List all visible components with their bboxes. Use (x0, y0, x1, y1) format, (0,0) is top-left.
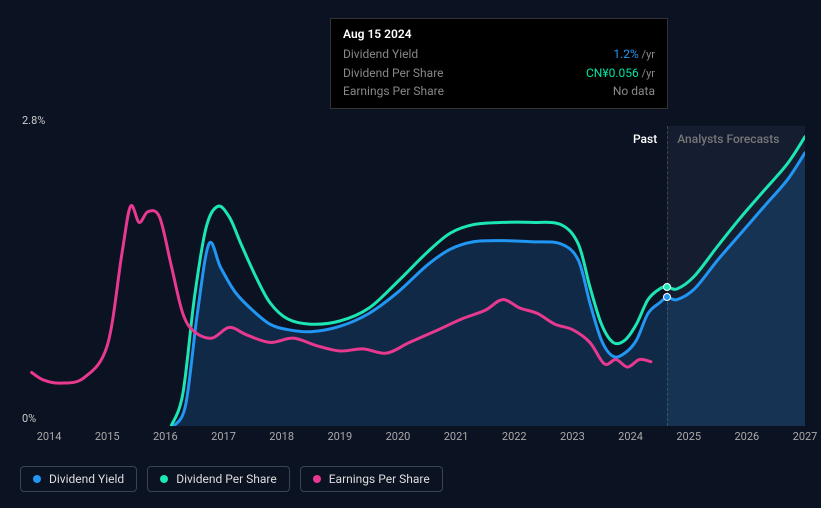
chart-area: 2.8% 0% Past Analysts Forecasts (20, 108, 805, 428)
dividend_yield-marker (663, 293, 671, 301)
x-tick: 2024 (618, 430, 643, 443)
legend-item-label: Dividend Per Share (176, 472, 277, 486)
x-tick: 2025 (676, 430, 701, 443)
dividend_per_share-marker (663, 283, 671, 291)
tooltip-row-value: 1.2% /yr (613, 45, 655, 64)
tooltip-row-label: Dividend Per Share (343, 64, 444, 83)
legend-dot-icon (33, 475, 41, 483)
legend-item-dividend-yield[interactable]: Dividend Yield (20, 466, 137, 492)
x-tick: 2015 (95, 430, 120, 443)
x-axis: 2014 2015 2016 2017 2018 2019 2020 2021 2022 2023… (20, 430, 805, 450)
x-tick: 2027 (793, 430, 818, 443)
legend-item-label: Dividend Yield (49, 472, 124, 486)
tooltip-date: Aug 15 2024 (343, 27, 655, 41)
legend-item-earnings-per-share[interactable]: Earnings Per Share (300, 466, 443, 492)
x-tick: 2021 (444, 430, 469, 443)
legend-dot-icon (313, 475, 321, 483)
legend-item-label: Earnings Per Share (329, 472, 430, 486)
legend-item-dividend-per-share[interactable]: Dividend Per Share (147, 466, 290, 492)
x-tick: 2017 (211, 430, 236, 443)
tooltip-row-label: Earnings Per Share (343, 82, 444, 100)
dividend_yield-area (174, 153, 805, 426)
tooltip-row-value: CN¥0.056 /yr (586, 64, 655, 83)
x-tick: 2014 (37, 430, 62, 443)
legend-dot-icon (160, 475, 168, 483)
tooltip-row-value: No data (613, 82, 655, 100)
tooltip-row-label: Dividend Yield (343, 45, 418, 64)
hover-tooltip: Aug 15 2024 Dividend Yield1.2% /yrDivide… (330, 18, 668, 109)
x-tick: 2026 (734, 430, 759, 443)
tooltip-row: Dividend Yield 1.2% /yr (343, 45, 655, 64)
x-tick: 2022 (502, 430, 527, 443)
x-tick: 2019 (327, 430, 352, 443)
legend: Dividend Yield Dividend Per Share Earnings… (20, 466, 443, 492)
tooltip-row: Earnings Per Share No data (343, 82, 655, 100)
x-tick: 2018 (269, 430, 294, 443)
x-tick: 2016 (153, 430, 178, 443)
x-tick: 2023 (560, 430, 585, 443)
chart-svg (20, 108, 805, 426)
tooltip-row: Dividend Per Share CN¥0.056 /yr (343, 64, 655, 83)
x-tick: 2020 (386, 430, 411, 443)
